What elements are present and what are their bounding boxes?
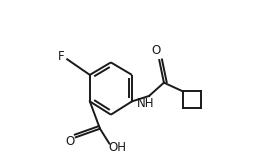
Text: O: O — [151, 44, 161, 57]
Text: F: F — [58, 50, 65, 63]
Text: OH: OH — [108, 141, 126, 154]
Text: O: O — [66, 135, 75, 149]
Text: NH: NH — [136, 97, 154, 110]
